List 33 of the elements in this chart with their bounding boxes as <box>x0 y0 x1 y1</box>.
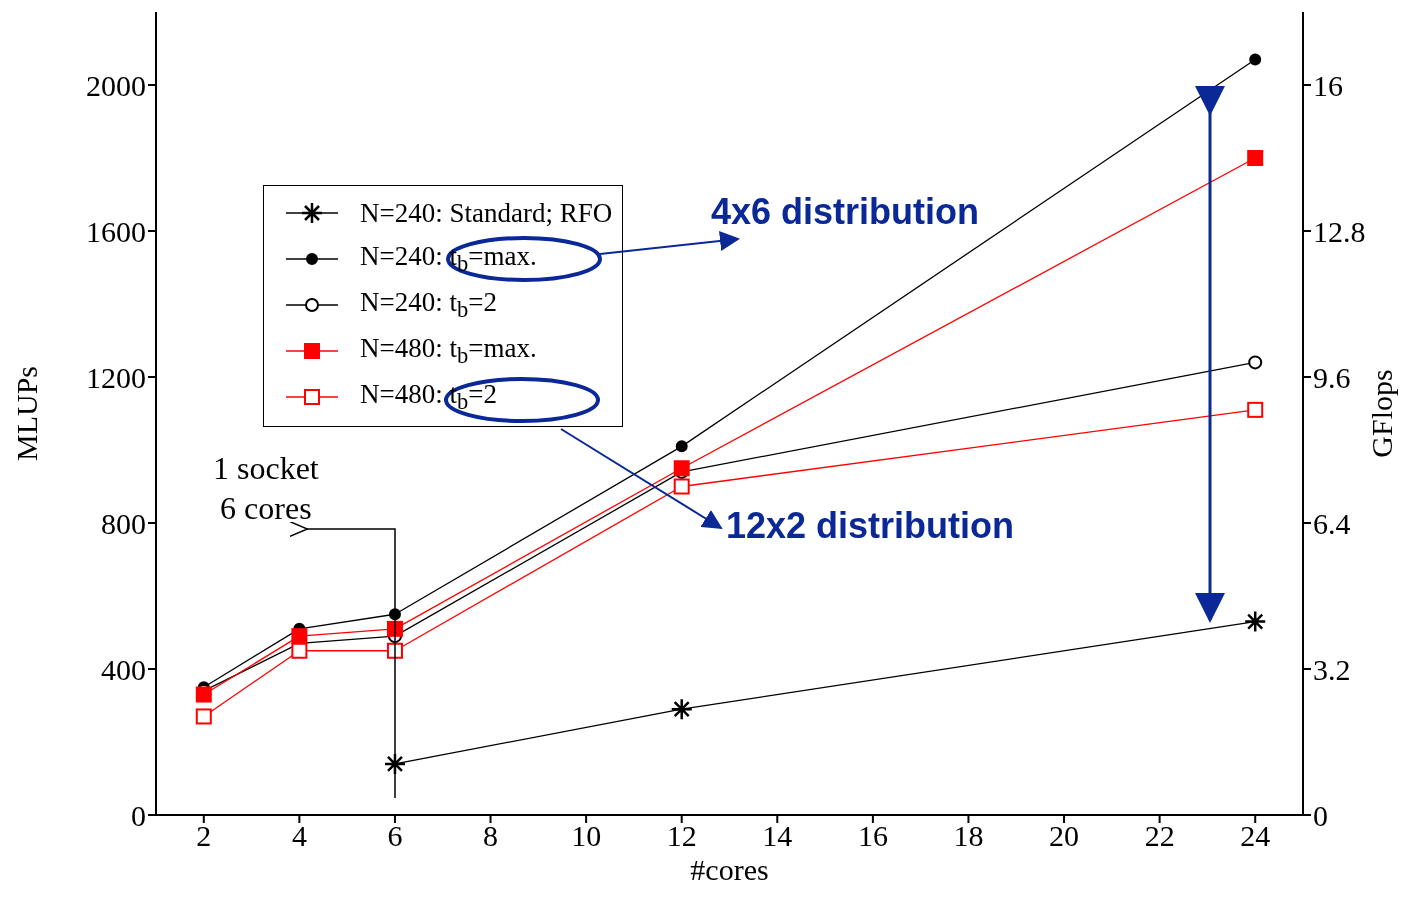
y-tick-label: 800 <box>101 506 146 540</box>
x-tick-label: 14 <box>762 819 793 853</box>
legend-label: N=480: t$_{b}$=max. <box>360 332 537 370</box>
x-tick-label: 10 <box>571 819 602 853</box>
y-axis-title: MLUPs <box>9 365 43 462</box>
legend-label: N=240: t$_{b}$=2 <box>360 286 497 324</box>
x-tick-label: 4 <box>291 819 307 853</box>
y2-tick-label: 6.4 <box>1313 506 1351 540</box>
x-tick-label: 22 <box>1144 819 1175 853</box>
x-tick-label: 8 <box>483 819 499 853</box>
x-tick-label: 12 <box>666 819 697 853</box>
annotation: 4x6 distribution <box>711 191 980 233</box>
x-tick-label: 24 <box>1240 819 1271 853</box>
x-tick-label: 20 <box>1049 819 1080 853</box>
x-tick-label: 18 <box>953 819 984 853</box>
y2-tick-label: 9.6 <box>1313 360 1351 394</box>
y-tick-label: 2000 <box>86 68 146 102</box>
y-tick-label: 1600 <box>86 214 146 248</box>
x-tick-label: 16 <box>857 819 888 853</box>
y-tick-label: 0 <box>131 798 146 832</box>
y2-tick-label: 3.2 <box>1313 652 1351 686</box>
annotation: 1 socket 6 cores <box>213 449 319 528</box>
y2-tick-label: 12.8 <box>1313 214 1366 248</box>
legend-label: N=240: Standard; RFO <box>360 197 613 229</box>
x-axis-title: #cores <box>690 853 769 886</box>
y-tick-label: 400 <box>101 652 146 686</box>
y2-tick-label: 0 <box>1313 798 1328 832</box>
annotation: 12x2 distribution <box>726 505 1015 547</box>
y-tick-label: 1200 <box>86 360 146 394</box>
x-tick-label: 2 <box>196 819 212 853</box>
y2-axis-title: GFlops <box>1364 369 1398 458</box>
y2-tick-label: 16 <box>1313 68 1343 102</box>
x-tick-label: 6 <box>387 819 403 853</box>
